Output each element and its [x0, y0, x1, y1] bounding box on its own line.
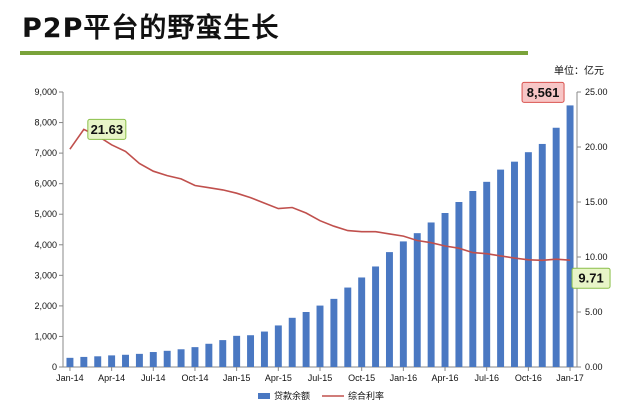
x-tick-label: Jan-15: [223, 373, 251, 383]
bar-loan-balance: [288, 317, 296, 367]
x-tick-label: Oct-14: [181, 373, 208, 383]
bar-loan-balance: [274, 325, 282, 367]
page-title: P2P平台的野蛮生长: [22, 13, 280, 44]
bar-loan-balance: [552, 127, 560, 367]
x-tick-label: Jul-15: [308, 373, 333, 383]
bar-loan-balance: [233, 335, 241, 367]
right-tick-label: 15.00: [585, 197, 608, 207]
x-tick-label: Oct-15: [348, 373, 375, 383]
bar-loan-balance: [302, 312, 310, 367]
unit-label: 单位：亿元: [554, 66, 604, 77]
callout-box: [521, 81, 565, 103]
right-tick-label: 5.00: [585, 307, 603, 317]
legend-swatch-loan-balance: [258, 393, 270, 399]
bar-loan-balance: [316, 305, 324, 367]
bar-loan-balance: [66, 357, 74, 367]
bar-loan-balance: [511, 161, 518, 367]
bar-loan-balance: [399, 241, 407, 367]
bar-loan-balance: [483, 181, 491, 367]
bar-loan-balance: [219, 340, 227, 367]
bar-loan-balance: [455, 202, 463, 367]
bar-loan-balance: [344, 287, 352, 367]
callout-label: 21.63: [91, 122, 124, 137]
left-tick-label: 3,000: [34, 270, 57, 280]
callout-box: [571, 267, 611, 289]
legend-label-loan-balance: 贷款余额: [274, 390, 310, 402]
line-composite-rate: [69, 128, 571, 262]
x-tick-label: Jul-14: [141, 373, 166, 383]
bar-loan-balance: [413, 233, 421, 367]
bar-loan-balance: [372, 266, 380, 367]
right-tick-label: 25.00: [585, 87, 608, 97]
bar-loan-balance: [247, 335, 255, 367]
title-underline: [20, 51, 528, 55]
x-tick-label: Apr-14: [98, 373, 125, 383]
legend-label-composite-rate: 综合利率: [348, 390, 384, 402]
bar-loan-balance: [163, 350, 171, 367]
bar-loan-balance: [80, 356, 88, 367]
bar-loan-balance: [191, 347, 199, 367]
bar-loan-balance: [566, 105, 574, 368]
bar-loan-balance: [427, 222, 435, 367]
x-tick-label: Oct-16: [515, 373, 542, 383]
callout-label: 9.71: [578, 271, 603, 286]
bar-loan-balance: [260, 331, 268, 367]
left-tick-label: 2,000: [34, 301, 57, 311]
left-tick-label: 8,000: [34, 118, 57, 128]
left-tick-label: 0: [52, 362, 57, 372]
left-tick-label: 6,000: [34, 179, 57, 189]
x-tick-label: Jan-14: [56, 373, 84, 383]
right-tick-label: 10.00: [585, 252, 608, 262]
right-tick-label: 20.00: [585, 142, 608, 152]
x-tick-label: Jul-16: [474, 373, 499, 383]
left-tick-label: 1,000: [34, 331, 57, 341]
bar-loan-balance: [94, 356, 102, 367]
bar-loan-balance: [122, 354, 129, 367]
left-tick-label: 4,000: [34, 240, 57, 250]
bar-loan-balance: [441, 213, 449, 367]
x-tick-label: Apr-16: [432, 373, 459, 383]
bar-loan-balance: [469, 191, 477, 367]
bar-loan-balance: [385, 252, 393, 367]
bar-loan-balance: [330, 298, 338, 367]
bar-loan-balance: [497, 169, 505, 367]
bar-loan-balance: [358, 277, 366, 367]
bar-loan-balance: [538, 143, 546, 367]
left-tick-label: 5,000: [34, 209, 57, 219]
bar-loan-balance: [108, 355, 116, 367]
bar-loan-balance: [149, 352, 157, 367]
bar-loan-balance: [205, 343, 213, 367]
callout-box: [87, 118, 127, 140]
callout-label: 8,561: [527, 85, 560, 100]
bar-loan-balance: [177, 349, 185, 367]
x-tick-label: Jan-16: [390, 373, 418, 383]
bar-loan-balance: [135, 353, 143, 367]
x-tick-label: Jan-17: [556, 373, 584, 383]
x-tick-label: Apr-15: [265, 373, 292, 383]
left-tick-label: 9,000: [34, 87, 57, 97]
right-tick-label: 0.00: [585, 362, 603, 372]
left-tick-label: 7,000: [34, 148, 57, 158]
